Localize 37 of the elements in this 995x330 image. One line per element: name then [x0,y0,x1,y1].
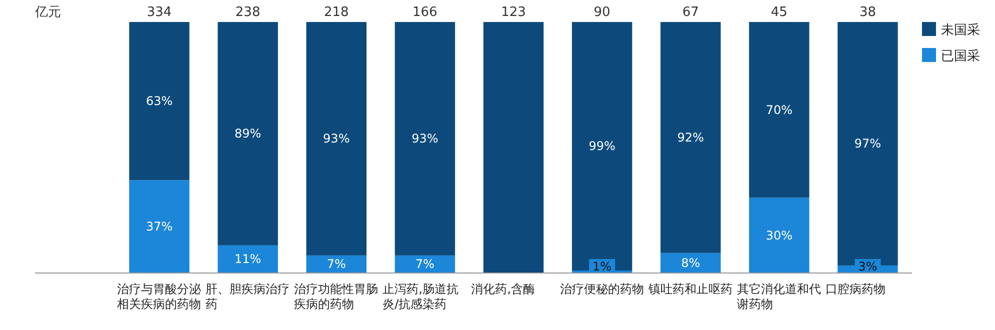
x-tick-label: 治疗功能性胃肠疾病的药物 [294,282,378,311]
data-label: 92% [677,130,704,144]
text: 38 [859,5,876,20]
data-label: 93% [323,132,350,146]
text: 67 [682,5,699,20]
text: 334 [146,5,172,20]
data-label: 89% [234,126,262,141]
data-label: 99% [588,139,616,154]
x-tick-label: 止泻药,肠道抗炎/抗感染药 [382,282,458,311]
text: 123 [501,5,526,20]
data-label: 3% [858,260,878,274]
data-label: 7% [415,257,434,272]
text: 238 [235,5,260,20]
legend-label: 未国采 [941,23,980,38]
data-label: 30% [766,228,793,242]
text: 218 [324,5,349,20]
data-label: 93% [412,132,438,146]
legend-label: 已国采 [941,49,980,64]
text: 亿元 [34,5,61,20]
data-label: 7% [326,257,346,272]
data-label: 37% [146,220,173,234]
data-label: 8% [681,256,700,270]
data-label: 1% [592,260,612,274]
x-tick-label: 治疗与胃酸分泌相关疾病的药物 [117,282,201,311]
x-tick-label: 其它消化道和代谢药物 [736,282,821,311]
x-tick-label: 镇吐药和止呕药 [647,282,732,296]
data-label: 11% [234,252,262,266]
x-tick-label: 消化药,含酶 [471,282,536,296]
x-tick-label: 治疗便秘的药物 [560,282,644,296]
text: 166 [412,5,438,20]
data-label: 63% [146,94,173,108]
x-tick-label: 口腔病药物 [825,282,886,296]
text: 90 [594,5,610,20]
data-label: 70% [766,102,793,117]
data-label: 97% [854,136,882,151]
text: 45 [770,5,788,20]
x-tick-label: 肝、胆疾病治疗药 [206,282,290,311]
